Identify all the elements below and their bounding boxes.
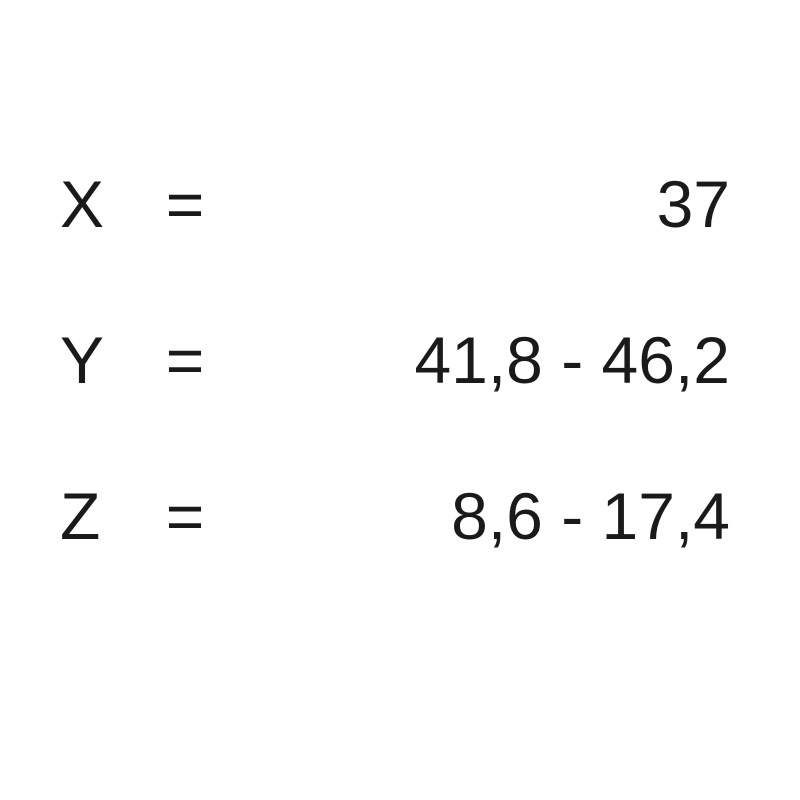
value-y: 41,8 - 46,2 <box>230 322 740 398</box>
row-x: X = 37 <box>60 166 740 242</box>
var-label-z: Z <box>60 478 140 554</box>
equals-x: = <box>140 166 230 242</box>
var-label-y: Y <box>60 322 140 398</box>
value-z: 8,6 - 17,4 <box>230 478 740 554</box>
equals-y: = <box>140 322 230 398</box>
value-x: 37 <box>230 166 740 242</box>
var-label-x: X <box>60 166 140 242</box>
equals-z: = <box>140 478 230 554</box>
row-z: Z = 8,6 - 17,4 <box>60 478 740 554</box>
row-y: Y = 41,8 - 46,2 <box>60 322 740 398</box>
